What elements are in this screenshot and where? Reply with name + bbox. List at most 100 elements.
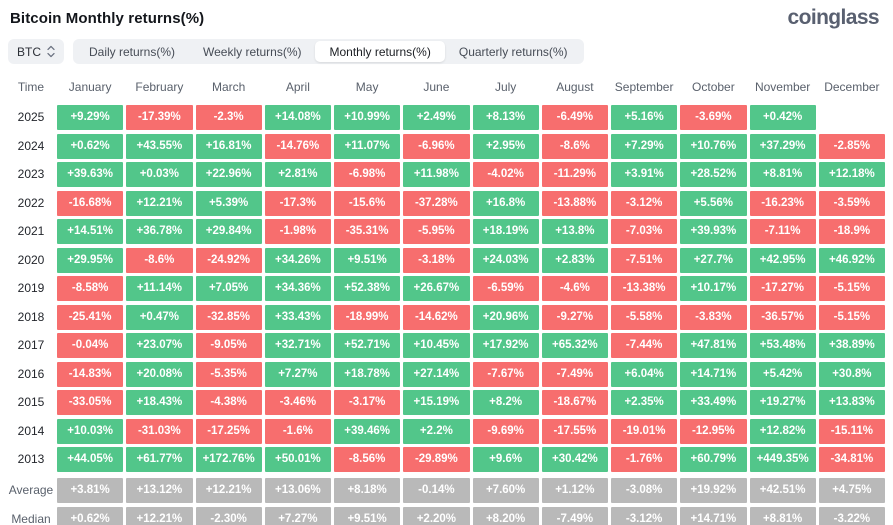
table-row-2022: 2022 -16.68% +12.21% +5.39% -17.3% -15.6% -37.… [8, 190, 885, 216]
return-cell: +32.71% [264, 333, 331, 358]
table-row-2014: 2014 +10.03% -31.03% -17.25% -1.6% +39.46% +2.… [8, 418, 885, 444]
column-header-month: April [285, 80, 310, 94]
return-cell: +2.20% [403, 506, 470, 525]
return-cell: +14.51% [57, 219, 124, 244]
return-cell: +12.21% [195, 478, 262, 503]
return-cell: +47.81% [680, 333, 747, 358]
return-cell: -2.30% [195, 506, 262, 525]
return-cell: +7.27% [264, 506, 331, 525]
return-cell: +18.43% [126, 390, 193, 415]
return-cell: -6.49% [541, 105, 608, 130]
topbar: Bitcoin Monthly returns(%) coinglass [8, 6, 885, 30]
return-cell: +46.92% [818, 247, 885, 273]
row-label: 2019 [17, 281, 45, 295]
return-cell: +10.45% [403, 333, 470, 358]
return-cell: -3.46% [264, 390, 331, 415]
table-row-2015: 2015 -33.05% +18.43% -4.38% -3.46% -3.17% +15.… [8, 390, 885, 415]
return-cell: -9.27% [541, 304, 608, 330]
return-cell: +13.8% [541, 219, 608, 244]
return-cell: +6.04% [611, 361, 678, 387]
row-label: 2025 [17, 110, 45, 124]
table-row-median: Median +0.62% +12.21% -2.30% +7.27% +9.51% +2.… [8, 506, 885, 525]
return-cell: +17.92% [472, 333, 539, 358]
return-cell: -18.99% [334, 304, 401, 330]
return-cell: -7.44% [611, 333, 678, 358]
returns-table: Time January February March April May June July… [8, 75, 885, 525]
return-cell: +29.95% [57, 247, 124, 273]
tab-quarterly[interactable]: Quarterly returns(%) [458, 44, 568, 59]
return-cell: -7.11% [749, 219, 816, 244]
return-cell: +449.35% [749, 447, 816, 472]
return-cell: -6.59% [472, 276, 539, 301]
return-cell: -0.14% [403, 478, 470, 503]
return-cell: -17.27% [749, 276, 816, 301]
return-cell: -3.69% [680, 105, 747, 130]
return-cell: +10.03% [57, 418, 124, 444]
return-cell: +7.27% [264, 361, 331, 387]
return-cell: +14.71% [680, 361, 747, 387]
return-cell: +44.05% [57, 447, 124, 472]
return-cell: -1.98% [264, 219, 331, 244]
return-cell: +60.79% [680, 447, 747, 472]
return-cell: -2.85% [818, 133, 885, 159]
return-cell: -7.03% [611, 219, 678, 244]
column-header-month: September [614, 80, 674, 94]
column-header-month: October [692, 80, 735, 94]
return-cell: +39.46% [334, 418, 401, 444]
column-header-month: March [211, 80, 246, 94]
return-cell: -7.49% [541, 506, 608, 525]
symbol-select-value: BTC [17, 44, 41, 59]
return-cell: -9.05% [195, 333, 262, 358]
return-cell: +5.56% [680, 190, 747, 216]
return-cell: -3.18% [403, 247, 470, 273]
return-cell: -17.3% [264, 190, 331, 216]
return-cell: -8.6% [126, 247, 193, 273]
return-cell: -33.05% [57, 390, 124, 415]
return-cell: +3.91% [611, 162, 678, 187]
return-cell: +11.07% [334, 133, 401, 159]
return-cell: -8.58% [57, 276, 124, 301]
return-cell: -3.83% [680, 304, 747, 330]
symbol-select[interactable]: BTC [8, 39, 64, 64]
return-cell: -3.12% [611, 506, 678, 525]
return-cell: -17.25% [195, 418, 262, 444]
return-cell: -13.88% [541, 190, 608, 216]
return-cell: +26.67% [403, 276, 470, 301]
row-label: 2018 [17, 309, 45, 324]
return-cell: +43.55% [126, 133, 193, 159]
return-cell: -3.12% [611, 190, 678, 216]
tab-daily[interactable]: Daily returns(%) [89, 44, 176, 59]
table-row-2023: 2023 +39.63% +0.03% +22.96% +2.81% -6.98% +11.… [8, 162, 885, 187]
return-cell: +42.95% [749, 247, 816, 273]
return-cell: +18.19% [472, 219, 539, 244]
return-cell: -6.96% [403, 133, 470, 159]
table-header-row: Time January February March April May June July… [8, 75, 885, 103]
return-cell: +0.62% [57, 133, 124, 159]
return-cell: +65.32% [541, 333, 608, 358]
return-cell: +33.43% [264, 304, 331, 330]
return-cell: +3.81% [57, 478, 124, 503]
return-cell: -3.17% [334, 390, 401, 415]
tab-weekly[interactable]: Weekly returns(%) [203, 44, 302, 59]
return-cell: +9.51% [334, 247, 401, 273]
tab-monthly[interactable]: Monthly returns(%) [315, 41, 445, 62]
table-row-2020: 2020 +29.95% -8.6% -24.92% +34.26% +9.51% -3.1… [8, 247, 885, 273]
return-cell: -5.15% [818, 276, 885, 301]
table-row-2025: 2025 +9.29% -17.39% -2.3% +14.08% +10.99% +2.4… [8, 105, 885, 130]
return-cell: +8.81% [749, 506, 816, 525]
return-cell: -24.92% [195, 247, 262, 273]
return-cell: +12.21% [126, 190, 193, 216]
return-cell: +23.07% [126, 333, 193, 358]
return-cell: +42.51% [749, 478, 816, 503]
return-cell: -19.01% [611, 418, 678, 444]
return-cell: +38.89% [818, 333, 885, 358]
return-cell: -3.22% [818, 506, 885, 525]
return-cell: -25.41% [57, 304, 124, 330]
return-cell: +20.08% [126, 361, 193, 387]
return-cell: +37.29% [749, 133, 816, 159]
column-header-month: January [68, 80, 112, 94]
return-cell: -8.56% [334, 447, 401, 472]
return-cell: +15.19% [403, 390, 470, 415]
return-cell-empty [819, 105, 885, 130]
